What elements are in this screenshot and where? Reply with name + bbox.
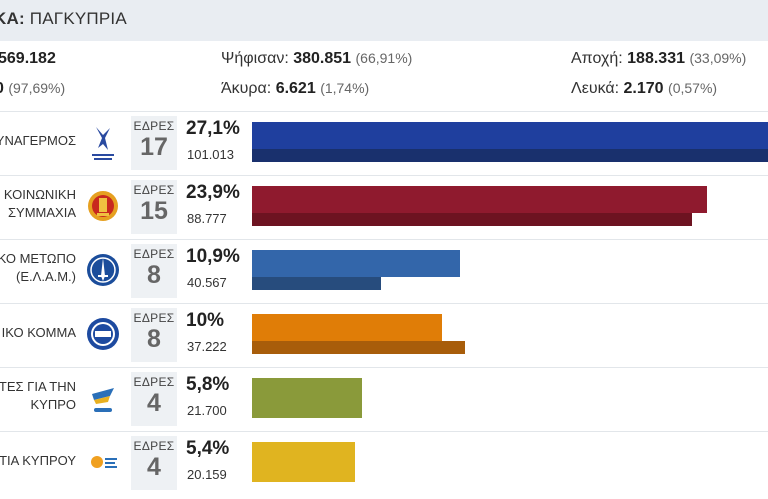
voted-label: Ψήφισαν: bbox=[221, 50, 289, 67]
party-name-line: ΤΕΣ ΓΙΑ ΤΗΝ bbox=[0, 379, 76, 394]
akel-logo-icon bbox=[85, 180, 121, 232]
registered-stat: 569.182 bbox=[0, 50, 56, 68]
seats-box: ΕΔΡΕΣ 15 bbox=[131, 180, 177, 234]
seats-label: ΕΔΡΕΣ bbox=[133, 183, 175, 197]
seats-label: ΕΔΡΕΣ bbox=[133, 375, 175, 389]
seats-count: 8 bbox=[147, 261, 161, 289]
invalid-value: 6.621 bbox=[275, 80, 316, 97]
party-name: ΚΟ ΜΕΤΩΠΟ (Ε.Λ.Α.Μ.) bbox=[0, 250, 76, 286]
blank-stat: Λευκά: 2.170 (0,57%) bbox=[571, 80, 717, 98]
seats-box: ΕΔΡΕΣ 4 bbox=[131, 372, 177, 426]
party-name-line: ΚΟΙΝΩΝΙΚΗ bbox=[3, 187, 76, 202]
voted-stat: Ψήφισαν: 380.851 (66,91%) bbox=[221, 50, 412, 68]
valid-pct: (97,69%) bbox=[8, 80, 66, 96]
current-result-bar bbox=[252, 314, 442, 341]
seats-label: ΕΔΡΕΣ bbox=[133, 311, 175, 325]
registered-value: 569.182 bbox=[0, 50, 56, 67]
seats-count: 4 bbox=[147, 453, 161, 481]
party-name-line: ΙΚΟ ΚΟΜΜΑ bbox=[1, 325, 76, 340]
turnout-stats: 569.182 0 (97,69%) Ψήφισαν: 380.851 (66,… bbox=[0, 41, 768, 111]
abstain-label: Αποχή: bbox=[571, 50, 623, 67]
party-name-line: ΚΟ ΜΕΤΩΠΟ bbox=[0, 251, 76, 266]
seats-box: ΕΔΡΕΣ 8 bbox=[131, 308, 177, 362]
diko-logo-icon bbox=[85, 308, 121, 360]
vote-count: 37.222 bbox=[187, 339, 227, 354]
party-name: ΥΝΑΓΕΡΜΟΣ bbox=[0, 132, 76, 150]
valid-value: 0 bbox=[0, 80, 4, 97]
vote-percentage: 27,1% bbox=[186, 118, 240, 139]
vote-percentage: 5,8% bbox=[186, 374, 230, 395]
seats-box: ΕΔΡΕΣ 4 bbox=[131, 436, 177, 490]
seats-count: 17 bbox=[140, 133, 168, 161]
abstain-value: 188.331 bbox=[627, 50, 685, 67]
results-title-bold: ΚΑ: bbox=[0, 9, 25, 28]
party-name: ΤΙΑ ΚΥΠΡΟΥ bbox=[0, 452, 76, 470]
vote-percentage: 10% bbox=[186, 310, 225, 331]
previous-result-bar bbox=[252, 213, 692, 226]
seats-box: ΕΔΡΕΣ 8 bbox=[131, 244, 177, 298]
seats-label: ΕΔΡΕΣ bbox=[133, 439, 175, 453]
previous-result-bar bbox=[252, 149, 768, 162]
vote-count: 21.700 bbox=[187, 403, 227, 418]
party-name: ΙΚΟ ΚΟΜΜΑ bbox=[2, 324, 76, 342]
vote-count: 40.567 bbox=[187, 275, 227, 290]
seats-count: 4 bbox=[147, 389, 161, 417]
vote-percentage: 10,9% bbox=[186, 246, 240, 267]
disy-logo-icon bbox=[85, 116, 121, 168]
current-result-bar bbox=[252, 122, 768, 149]
seats-box: ΕΔΡΕΣ 17 bbox=[131, 116, 177, 170]
invalid-label: Άκυρα: bbox=[221, 80, 272, 97]
party-row-ksp[interactable]: ΤΙΑ ΚΥΠΡΟΥ ΕΔΡΕΣ 4 5,4% 20.159 bbox=[0, 431, 768, 495]
results-title-rest: ΠΑΓΚΥΠΡΙΑ bbox=[24, 9, 127, 28]
current-result-bar bbox=[252, 186, 707, 213]
current-result-bar bbox=[252, 250, 460, 277]
voted-value: 380.851 bbox=[293, 50, 352, 67]
party-row-disy[interactable]: ΥΝΑΓΕΡΜΟΣ ΕΔΡΕΣ 17 27,1% 101.013 bbox=[0, 111, 768, 175]
seats-label: ΕΔΡΕΣ bbox=[133, 247, 175, 261]
party-name-line: ΥΝΑΓΕΡΜΟΣ bbox=[0, 133, 76, 148]
party-name-line: ΤΙΑ ΚΥΠΡΟΥ bbox=[0, 453, 76, 468]
party-row-elam[interactable]: ΚΟ ΜΕΤΩΠΟ (Ε.Λ.Α.Μ.) ΕΔΡΕΣ 8 10,9% 40.56… bbox=[0, 239, 768, 303]
abstain-pct: (33,09%) bbox=[689, 50, 747, 66]
previous-result-bar bbox=[252, 341, 465, 354]
blank-value: 2.170 bbox=[623, 80, 664, 97]
vote-percentage: 5,4% bbox=[186, 438, 230, 459]
blank-label: Λευκά: bbox=[571, 80, 620, 97]
results-title-bar: ΚΑ: ΠΑΓΚΥΠΡΙΑ bbox=[0, 0, 768, 41]
valid-stat: 0 (97,69%) bbox=[0, 80, 65, 98]
party-name: ΚΟΙΝΩΝΙΚΗ ΣΥΜΜΑΧΙΑ bbox=[4, 186, 76, 222]
invalid-stat: Άκυρα: 6.621 (1,74%) bbox=[221, 80, 369, 98]
voted-pct: (66,91%) bbox=[355, 50, 413, 66]
vote-percentage: 23,9% bbox=[186, 182, 240, 203]
previous-result-bar bbox=[252, 277, 381, 290]
dipa-logo-icon bbox=[85, 372, 121, 424]
current-result-bar bbox=[252, 442, 355, 482]
vote-count: 101.013 bbox=[187, 147, 234, 162]
party-name: ΤΕΣ ΓΙΑ ΤΗΝ ΚΥΠΡΟ bbox=[0, 378, 76, 414]
vote-count: 20.159 bbox=[187, 467, 227, 482]
party-row-akel[interactable]: ΚΟΙΝΩΝΙΚΗ ΣΥΜΜΑΧΙΑ ΕΔΡΕΣ 15 23,9% 88.777 bbox=[0, 175, 768, 239]
ksp-logo-icon bbox=[85, 436, 121, 488]
party-name-line: ΚΥΠΡΟ bbox=[30, 397, 76, 412]
vote-count: 88.777 bbox=[187, 211, 227, 226]
abstain-stat: Αποχή: 188.331 (33,09%) bbox=[571, 50, 746, 68]
results-title: ΚΑ: ΠΑΓΚΥΠΡΙΑ bbox=[0, 9, 127, 29]
party-name-line: (Ε.Λ.Α.Μ.) bbox=[16, 269, 76, 284]
party-row-diko[interactable]: ΙΚΟ ΚΟΜΜΑ ΕΔΡΕΣ 8 10% 37.222 bbox=[0, 303, 768, 367]
seats-count: 8 bbox=[147, 325, 161, 353]
party-name-line: ΣΥΜΜΑΧΙΑ bbox=[8, 205, 76, 220]
invalid-pct: (1,74%) bbox=[320, 80, 370, 96]
seats-label: ΕΔΡΕΣ bbox=[133, 119, 175, 133]
party-row-dipa[interactable]: ΤΕΣ ΓΙΑ ΤΗΝ ΚΥΠΡΟ ΕΔΡΕΣ 4 5,8% 21.700 bbox=[0, 367, 768, 431]
current-result-bar bbox=[252, 378, 362, 418]
blank-pct: (0,57%) bbox=[668, 80, 718, 96]
seats-count: 15 bbox=[140, 197, 168, 225]
elam-logo-icon bbox=[85, 244, 121, 296]
